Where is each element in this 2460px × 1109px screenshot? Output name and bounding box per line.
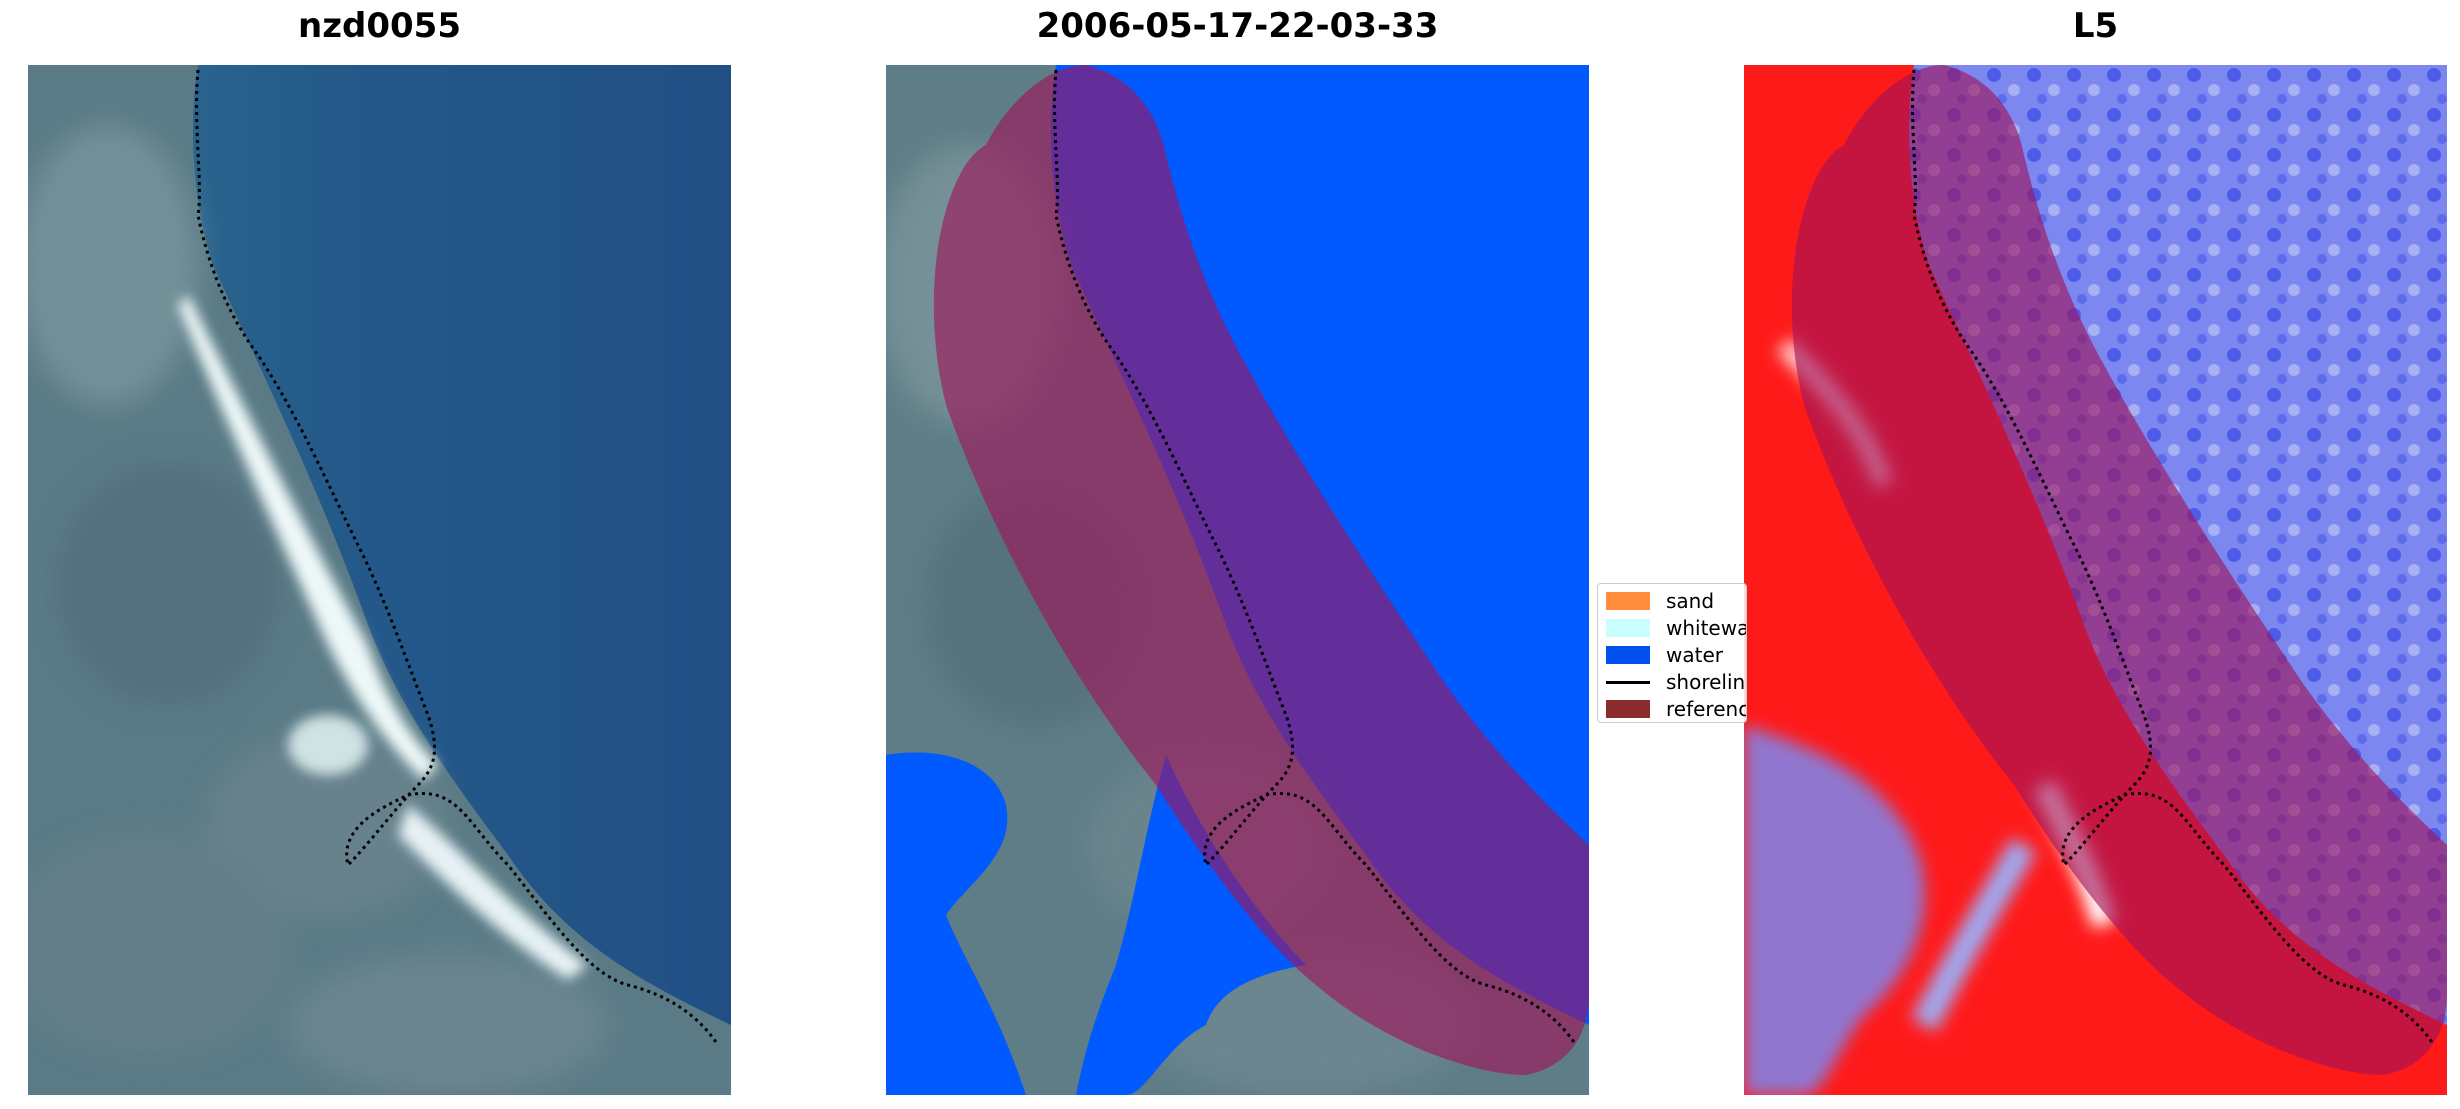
legend: sand whitewater water shoreline referenc…: [1597, 583, 1747, 723]
reference-buffer: [1791, 65, 2447, 1075]
legend-swatch-sand: [1606, 592, 1650, 610]
lagoon-water: [1076, 755, 1306, 1095]
surf-foam: [178, 295, 588, 980]
legend-swatch-shoreline: [1606, 680, 1650, 684]
legend-label-whitewater: whitewater: [1666, 616, 1747, 640]
legend-swatch-whitewater: [1606, 619, 1650, 637]
legend-label-water: water: [1666, 643, 1723, 667]
panel-title-classification: 2006-05-17-22-03-33: [1036, 6, 1439, 46]
legend-item-shoreline: shoreline: [1606, 669, 1746, 695]
legend-swatch-water: [1606, 646, 1650, 664]
index-panel: [1744, 65, 2447, 1095]
land-area: [28, 65, 731, 1095]
shoreline: [195, 69, 720, 1046]
index-heatmap: [1744, 65, 2447, 1095]
legend-label-shoreline: shoreline: [1666, 670, 1746, 694]
satellite-image-panel: [28, 65, 731, 1095]
shoreline: [1053, 69, 1578, 1046]
panel-title-index: L5: [2072, 6, 2119, 46]
classification-image: [886, 65, 1589, 1095]
satellite-image: [28, 65, 731, 1095]
classification-panel: [886, 65, 1589, 1095]
legend-swatch-reference: [1606, 700, 1650, 718]
reference-buffer: [933, 65, 1589, 1075]
shoreline: [1911, 69, 2436, 1046]
legend-item-whitewater: whitewater: [1606, 615, 1747, 641]
legend-label-reference: reference: [1666, 697, 1746, 721]
legend-item-reference: reference: [1606, 696, 1746, 722]
legend-label-sand: sand: [1666, 589, 1715, 613]
legend-item-sand: sand: [1606, 588, 1714, 614]
legend-item-water: water: [1606, 642, 1723, 668]
panel-title-satellite: nzd0055: [298, 6, 461, 46]
inland-water: [886, 752, 1026, 1095]
